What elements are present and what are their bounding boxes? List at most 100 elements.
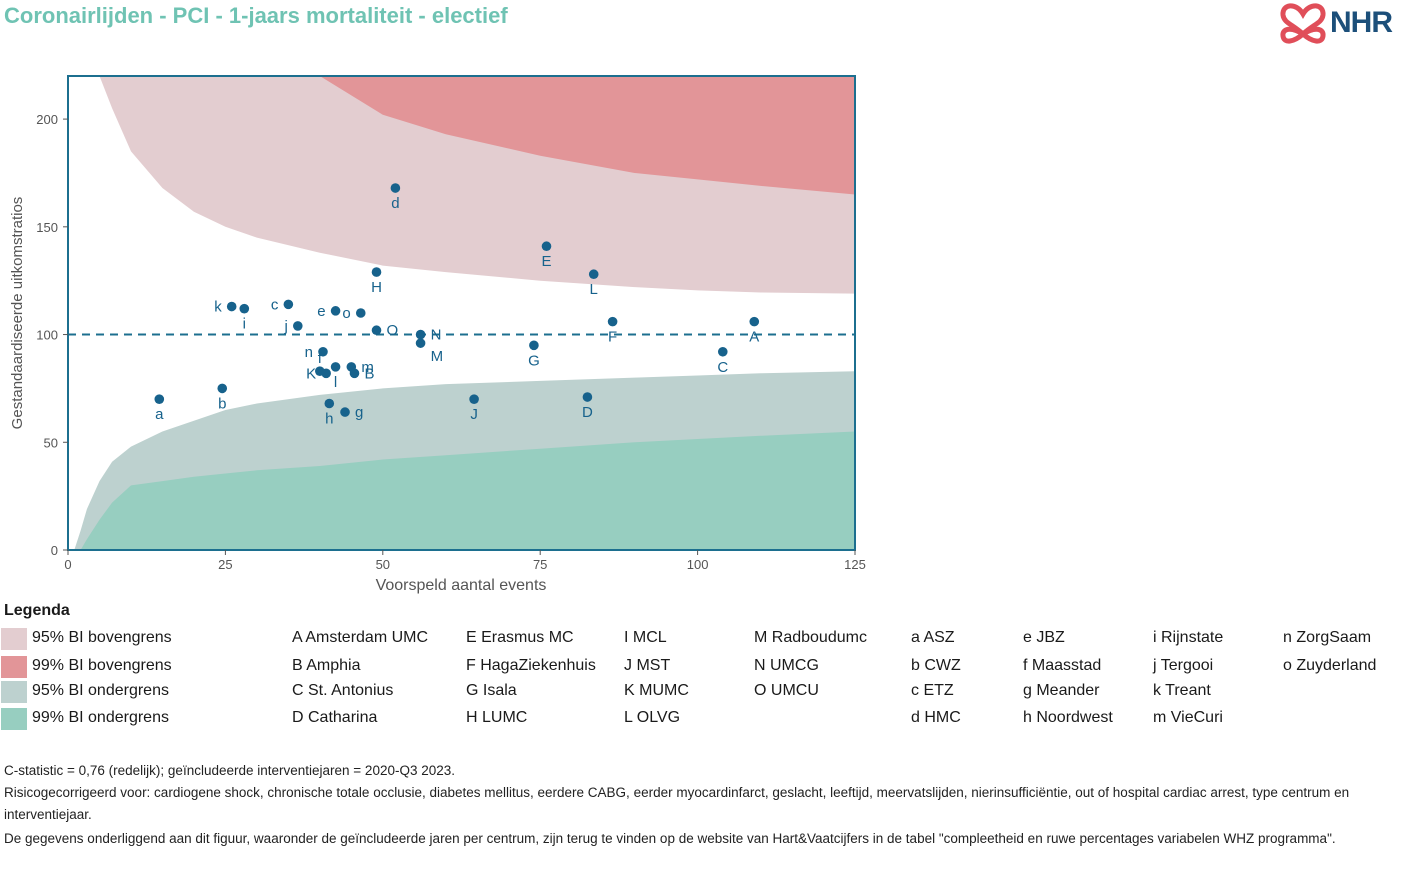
legend-hospital-item: C St. Antonius [292, 682, 394, 699]
data-label-N: N [431, 327, 442, 344]
data-label-n: n [305, 344, 313, 361]
legend-hospital-item: m VieCuri [1153, 709, 1223, 726]
legend-hospital-item: g Meander [1023, 682, 1100, 699]
legend-hospital-item: o Zuyderland [1283, 657, 1377, 674]
legend-hospital-item: E Erasmus MC [466, 629, 574, 646]
x-tick-label: 75 [533, 557, 547, 572]
legend-hospital-item: I MCL [624, 629, 667, 646]
data-point-n [318, 346, 328, 357]
data-label-j: j [283, 318, 287, 335]
legend-swatch-ci99-lower [1, 708, 27, 730]
data-point-K [321, 368, 331, 379]
legend-swatch-ci95-upper [1, 628, 27, 650]
x-tick-label: 125 [844, 557, 866, 572]
legend-hospital-item: i Rijnstate [1153, 629, 1224, 646]
legend-hospital-item: a ASZ [911, 629, 955, 646]
data-point-O [371, 325, 382, 336]
legend-hospital-item: M Radboudumc [754, 629, 867, 646]
data-point-b [217, 383, 228, 394]
data-label-G: G [528, 352, 540, 369]
legend-title: Legenda [4, 602, 70, 619]
ci99-upper-band [74, 76, 855, 195]
data-point-L [588, 269, 599, 280]
legend-label-ci95-lower: 95% BI ondergrens [32, 682, 169, 699]
legend-hospital-item: A Amsterdam UMC [292, 629, 429, 646]
data-label-a: a [155, 406, 164, 423]
data-label-O: O [387, 322, 399, 339]
legend-hospital-item: L OLVG [624, 709, 681, 726]
legend-label-ci99-upper: 99% BI bovengrens [32, 657, 172, 674]
footnote-data-source: De gegevens onderliggend aan dit figuur,… [4, 831, 1336, 846]
legend-hospital-item: j Tergooi [1153, 657, 1214, 674]
legend-hospital-item: b CWZ [911, 657, 961, 674]
data-point-C [717, 346, 728, 357]
ci-bands [74, 76, 855, 550]
legend-hospital-item: e JBZ [1023, 629, 1065, 646]
chart: 0 25 50 75 100 125 0 50 100 150 200 a b k i cj n e o fKl mB… [9, 75, 866, 594]
page-title: Coronairlijden - PCI - 1-jaars mortalite… [4, 3, 508, 28]
data-point-G [529, 340, 539, 351]
x-tick-label: 100 [687, 557, 709, 572]
data-label-A: A [749, 329, 759, 346]
legend-hospital-item: H LUMC [466, 709, 528, 726]
data-label-l: l [334, 374, 337, 391]
legend-hospital-item: c ETZ [911, 682, 954, 699]
data-point-a [154, 394, 165, 404]
data-point-J [469, 394, 479, 404]
legend-hospital-item: K MUMC [624, 682, 689, 699]
logo-text: NHR [1330, 6, 1393, 39]
data-point-h [324, 398, 335, 409]
x-tick-label: 25 [218, 557, 232, 572]
data-label-c: c [271, 296, 279, 313]
data-point-c [283, 299, 294, 310]
data-point-l [330, 362, 341, 372]
nhr-logo: NHR [1278, 0, 1405, 48]
legend-label-ci95-upper: 95% BI bovengrens [32, 629, 172, 646]
data-label-E: E [541, 253, 551, 270]
data-label-k: k [214, 299, 222, 316]
legend-label-ci99-lower: 99% BI ondergrens [32, 709, 169, 726]
data-point-g [340, 407, 350, 417]
data-label-f: f [318, 350, 323, 367]
data-point-k [226, 301, 237, 312]
y-tick-label: 50 [44, 435, 58, 450]
y-tick-label: 150 [36, 220, 58, 235]
data-label-K: K [306, 365, 316, 382]
data-point-e [330, 306, 341, 316]
data-label-i: i [243, 316, 246, 333]
ci99-lower-band [74, 431, 855, 550]
legend-hospital-item: D Catharina [292, 709, 378, 726]
data-label-C: C [717, 359, 728, 376]
data-label-o: o [342, 305, 350, 322]
data-point-A [749, 316, 760, 327]
data-label-H: H [371, 279, 382, 296]
data-label-g: g [355, 404, 363, 421]
plot-frame [67, 75, 856, 551]
x-axis-label: Voorspeld aantal events [376, 577, 547, 594]
nhr-heart-knot-icon [1280, 3, 1326, 44]
footnote-cstatistic: C-statistic = 0,76 (redelijk); geïnclude… [4, 763, 456, 778]
data-label-b: b [218, 395, 226, 412]
data-point-M [415, 338, 426, 348]
data-label-F: F [608, 329, 617, 346]
x-tick-label: 50 [376, 557, 390, 572]
data-label-M: M [431, 348, 444, 365]
data-point-i [239, 303, 250, 314]
data-label-D: D [582, 404, 593, 421]
data-point-d [390, 183, 401, 193]
data-points: a b k i cj n e o fKl mBh g O Hd NM J G E D L F C A [154, 183, 759, 427]
legend-hospital-item: J MST [624, 657, 671, 674]
legend-hospital-item: G Isala [466, 682, 517, 699]
data-label-L: L [590, 281, 598, 298]
y-axis-label: Gestandaardiseerde uitkomstratios [9, 197, 26, 430]
data-point-H [371, 267, 382, 277]
legend-swatch-ci95-lower [1, 681, 27, 703]
footnote-risk-adjustment: Risicogecorrigeerd voor: cardiogene shoc… [4, 785, 1350, 822]
data-point-F [607, 316, 618, 327]
y-tick-label: 0 [51, 543, 58, 558]
data-point-o [355, 308, 366, 318]
legend-hospital-item: O UMCU [754, 682, 819, 699]
data-label-d: d [391, 195, 399, 212]
legend-hospital-item: n ZorgSaam [1283, 629, 1372, 646]
data-point-E [541, 241, 552, 252]
